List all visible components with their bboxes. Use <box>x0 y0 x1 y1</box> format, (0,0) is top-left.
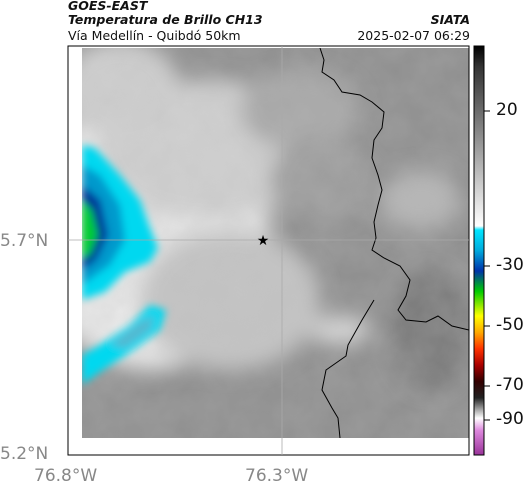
colorbar-label-minus70: -70 <box>496 375 524 395</box>
colorbar-label-minus90: -90 <box>496 409 524 429</box>
border-line-south <box>321 299 375 438</box>
border-line <box>319 48 469 331</box>
colorbar-label-20: 20 <box>496 100 518 120</box>
map-header: GOES-EAST Temperatura de Brillo CH13 Vía… <box>0 0 526 46</box>
timestamp-label: 2025-02-07 06:29 <box>357 28 470 43</box>
product-title: Temperatura de Brillo CH13 <box>68 12 263 27</box>
agency-label: SIATA <box>430 12 470 27</box>
colorbar-ticks <box>484 110 490 421</box>
satellite-name: GOES-EAST <box>68 0 148 13</box>
colorbar-label-minus50: -50 <box>496 315 524 335</box>
colorbar-label-minus30: -30 <box>496 255 524 275</box>
region-label: Vía Medellín - Quibdó 50km <box>68 28 241 43</box>
star-marker: ★ <box>257 233 270 249</box>
lon-label-76-3: 76.3°W <box>245 466 309 486</box>
brightness-temperature-field <box>82 48 469 438</box>
colorbar <box>473 45 485 456</box>
lon-label-76-8: 76.8°W <box>34 466 98 486</box>
lat-label-5-2: 5.2°N <box>0 444 49 464</box>
lat-label-5-7: 5.7°N <box>0 231 49 251</box>
